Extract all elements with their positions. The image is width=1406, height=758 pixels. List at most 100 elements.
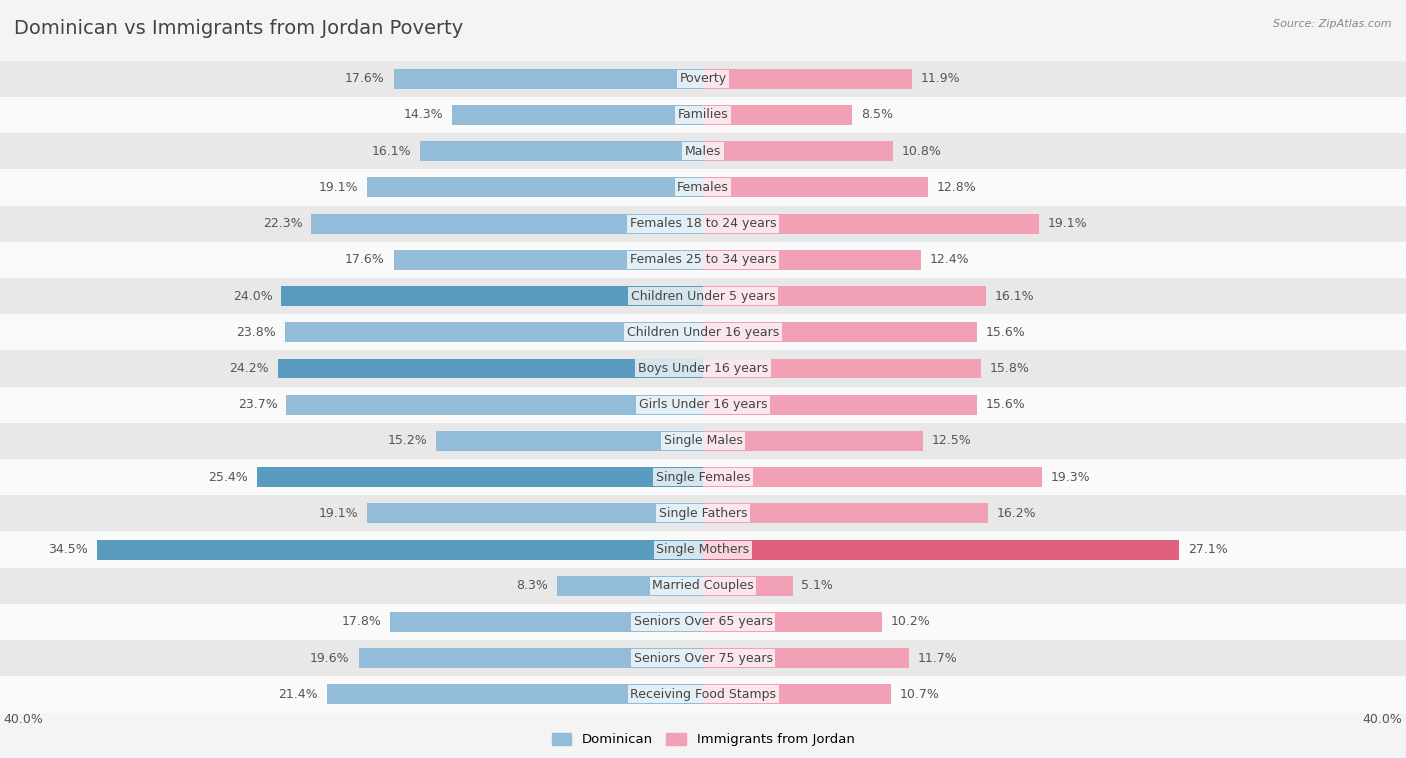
Text: Dominican vs Immigrants from Jordan Poverty: Dominican vs Immigrants from Jordan Pove…	[14, 19, 464, 38]
Text: 17.8%: 17.8%	[342, 615, 381, 628]
Text: Children Under 5 years: Children Under 5 years	[631, 290, 775, 302]
Bar	[359, 648, 703, 668]
Text: 27.1%: 27.1%	[1188, 543, 1227, 556]
Text: 25.4%: 25.4%	[208, 471, 247, 484]
Bar	[367, 177, 703, 197]
Bar	[703, 69, 912, 89]
Bar	[0, 97, 1406, 133]
Text: 15.6%: 15.6%	[986, 326, 1026, 339]
Bar	[0, 423, 1406, 459]
Text: Poverty: Poverty	[679, 72, 727, 85]
Bar	[0, 531, 1406, 568]
Bar	[0, 676, 1406, 713]
Text: Girls Under 16 years: Girls Under 16 years	[638, 398, 768, 411]
Bar	[420, 141, 703, 161]
Text: 40.0%: 40.0%	[1362, 713, 1402, 725]
Text: 40.0%: 40.0%	[4, 713, 44, 725]
Text: 14.3%: 14.3%	[404, 108, 443, 121]
Text: 16.1%: 16.1%	[371, 145, 412, 158]
Bar	[394, 250, 703, 270]
Bar	[0, 459, 1406, 495]
Bar	[703, 540, 1180, 559]
Text: 17.6%: 17.6%	[344, 253, 385, 266]
Bar	[703, 395, 977, 415]
Bar	[703, 431, 922, 451]
Bar	[0, 387, 1406, 423]
Bar	[703, 684, 891, 704]
Bar	[703, 503, 987, 523]
Text: 11.7%: 11.7%	[917, 652, 957, 665]
Bar	[0, 495, 1406, 531]
Bar	[0, 205, 1406, 242]
Bar	[451, 105, 703, 125]
Bar	[0, 640, 1406, 676]
Text: 19.6%: 19.6%	[311, 652, 350, 665]
Bar	[394, 69, 703, 89]
Bar	[328, 684, 703, 704]
Text: 24.2%: 24.2%	[229, 362, 269, 375]
Bar	[557, 576, 703, 596]
Text: Boys Under 16 years: Boys Under 16 years	[638, 362, 768, 375]
Text: Seniors Over 65 years: Seniors Over 65 years	[634, 615, 772, 628]
Text: Females 25 to 34 years: Females 25 to 34 years	[630, 253, 776, 266]
Bar	[703, 648, 908, 668]
Bar	[703, 467, 1042, 487]
Text: 19.1%: 19.1%	[319, 181, 359, 194]
Text: 10.8%: 10.8%	[901, 145, 942, 158]
Bar	[703, 250, 921, 270]
Bar	[0, 61, 1406, 97]
Text: 24.0%: 24.0%	[232, 290, 273, 302]
Bar	[0, 133, 1406, 169]
Text: 34.5%: 34.5%	[48, 543, 87, 556]
Text: 12.5%: 12.5%	[932, 434, 972, 447]
Bar	[285, 322, 703, 342]
Text: 10.7%: 10.7%	[900, 688, 939, 701]
Bar	[703, 286, 986, 306]
Bar	[97, 540, 703, 559]
Bar	[311, 214, 703, 233]
Text: 15.8%: 15.8%	[990, 362, 1029, 375]
Bar	[703, 141, 893, 161]
Text: 8.3%: 8.3%	[516, 579, 548, 592]
Bar	[0, 278, 1406, 314]
Text: Females 18 to 24 years: Females 18 to 24 years	[630, 217, 776, 230]
Bar	[436, 431, 703, 451]
Bar	[287, 395, 703, 415]
Text: 15.2%: 15.2%	[387, 434, 427, 447]
Text: Source: ZipAtlas.com: Source: ZipAtlas.com	[1274, 19, 1392, 29]
Text: Families: Families	[678, 108, 728, 121]
Text: 19.3%: 19.3%	[1052, 471, 1091, 484]
Text: 10.2%: 10.2%	[891, 615, 931, 628]
Text: 21.4%: 21.4%	[278, 688, 318, 701]
Bar	[0, 568, 1406, 604]
Text: Receiving Food Stamps: Receiving Food Stamps	[630, 688, 776, 701]
Text: Single Mothers: Single Mothers	[657, 543, 749, 556]
Bar	[257, 467, 703, 487]
Text: Males: Males	[685, 145, 721, 158]
Bar	[0, 350, 1406, 387]
Bar	[703, 214, 1039, 233]
Text: 22.3%: 22.3%	[263, 217, 302, 230]
Bar	[0, 314, 1406, 350]
Bar	[703, 576, 793, 596]
Bar	[703, 359, 981, 378]
Text: Married Couples: Married Couples	[652, 579, 754, 592]
Legend: Dominican, Immigrants from Jordan: Dominican, Immigrants from Jordan	[547, 728, 859, 751]
Text: 16.1%: 16.1%	[995, 290, 1035, 302]
Bar	[0, 242, 1406, 278]
Bar	[703, 322, 977, 342]
Text: Seniors Over 75 years: Seniors Over 75 years	[634, 652, 772, 665]
Text: 11.9%: 11.9%	[921, 72, 960, 85]
Text: 16.2%: 16.2%	[997, 507, 1036, 520]
Bar	[367, 503, 703, 523]
Bar	[703, 105, 852, 125]
Text: Single Fathers: Single Fathers	[659, 507, 747, 520]
Text: 5.1%: 5.1%	[801, 579, 834, 592]
Text: Single Males: Single Males	[664, 434, 742, 447]
Bar	[703, 612, 883, 632]
Text: 12.8%: 12.8%	[936, 181, 977, 194]
Text: 17.6%: 17.6%	[344, 72, 385, 85]
Text: 23.7%: 23.7%	[238, 398, 278, 411]
Bar	[391, 612, 703, 632]
Bar	[281, 286, 703, 306]
